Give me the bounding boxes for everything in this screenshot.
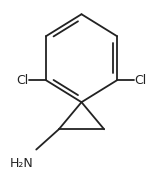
Text: Cl: Cl: [134, 74, 146, 87]
Text: H₂N: H₂N: [10, 157, 34, 170]
Text: Cl: Cl: [17, 74, 29, 87]
